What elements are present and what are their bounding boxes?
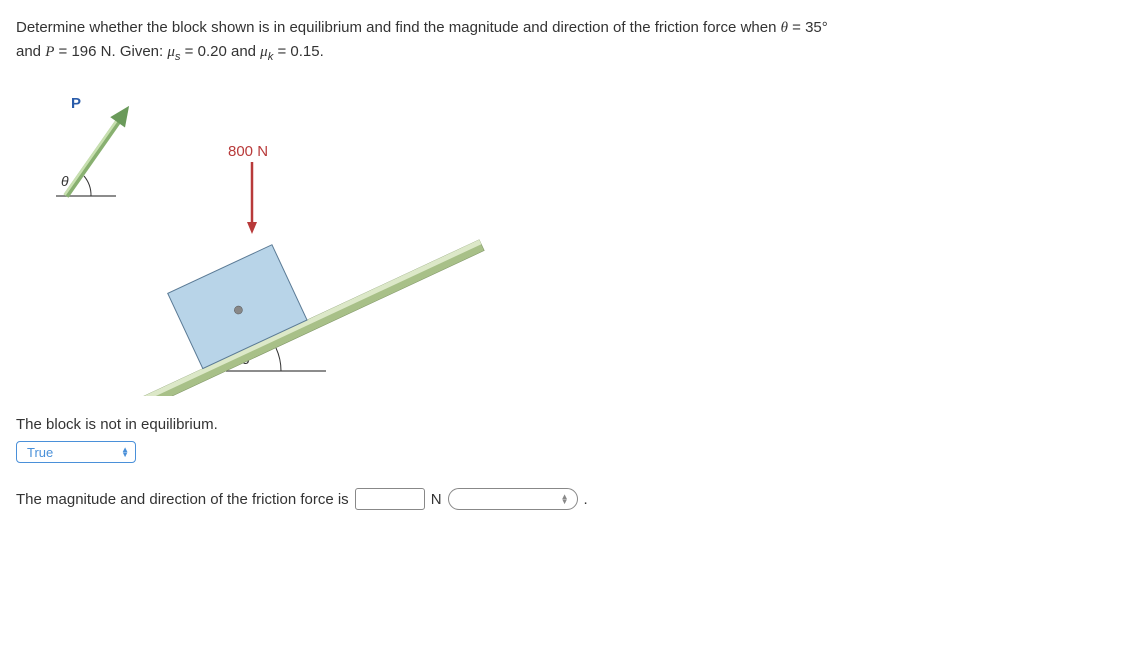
mu-k-value: = 0.15. bbox=[273, 43, 323, 60]
chevron-updown-icon: ▲▼ bbox=[121, 447, 129, 457]
problem-statement: Determine whether the block shown is in … bbox=[16, 16, 1119, 66]
statement-text-2: The magnitude and direction of the frict… bbox=[16, 491, 349, 508]
equilibrium-statement: The block is not in equilibrium. bbox=[16, 416, 1119, 433]
select-value: True bbox=[27, 445, 53, 460]
direction-select[interactable]: ▲▼ bbox=[448, 488, 578, 510]
physics-diagram: 25° 800 N θ bbox=[16, 86, 496, 396]
p-label: P bbox=[71, 95, 81, 112]
weight-arrow: 800 N bbox=[228, 143, 268, 234]
p-force-arrow: θ P bbox=[56, 95, 136, 201]
problem-text-2: and bbox=[16, 43, 45, 60]
mu-symbol-1: μ bbox=[167, 44, 175, 60]
unit-label: N bbox=[431, 491, 442, 508]
theta-symbol: θ bbox=[781, 20, 788, 36]
weight-label: 800 N bbox=[228, 143, 268, 160]
theta-value: = 35° bbox=[788, 19, 828, 36]
equilibrium-select[interactable]: True ▲▼ bbox=[16, 441, 136, 463]
chevron-updown-icon: ▲▼ bbox=[561, 494, 569, 504]
mu-symbol-2: μ bbox=[260, 44, 268, 60]
theta-label: θ bbox=[61, 173, 69, 189]
problem-text-1: Determine whether the block shown is in … bbox=[16, 19, 781, 36]
p-value: = 196 N. Given: bbox=[54, 43, 167, 60]
p-symbol: P bbox=[45, 44, 54, 60]
magnitude-input[interactable] bbox=[355, 488, 425, 510]
statement-text-1: The block is not in equilibrium. bbox=[16, 416, 218, 433]
period: . bbox=[584, 491, 588, 508]
mu-s-value: = 0.20 and bbox=[181, 43, 261, 60]
